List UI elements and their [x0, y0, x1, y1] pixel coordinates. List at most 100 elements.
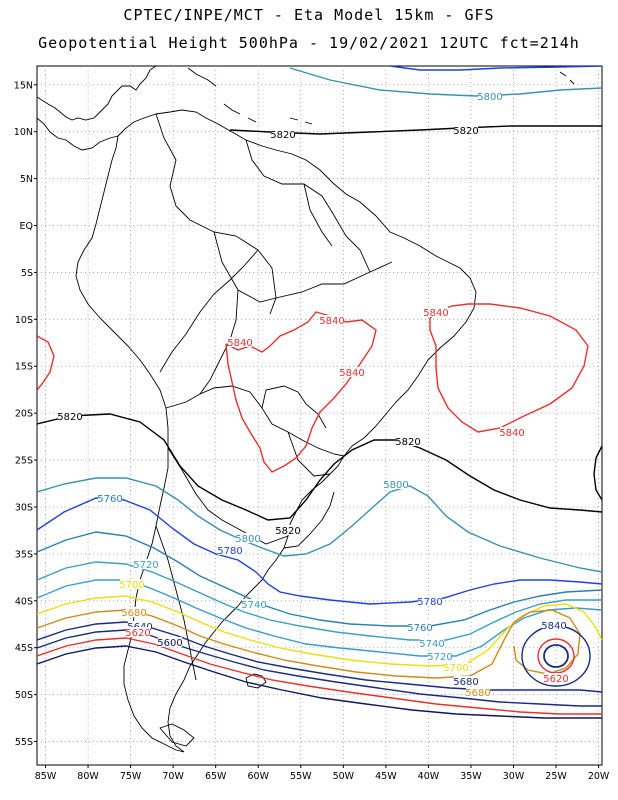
contour-5800-north [289, 67, 602, 97]
contour-label: 5680 [453, 677, 478, 688]
contour-label: 5820 [270, 130, 295, 141]
lon-tick-label: 20W [588, 771, 610, 782]
contour-label-bg [454, 125, 478, 135]
contour-label-bg [158, 637, 182, 647]
panama-outline [37, 117, 119, 151]
low-contour-5600 [543, 644, 569, 668]
contour-label: 5700 [119, 580, 144, 591]
contour-label: 5760 [407, 623, 432, 634]
latitude-labels: 15N 10N 5N EQ 5S 10S 15S 20S 25S 30S 35S 40S 45S 50S 5… [14, 80, 37, 748]
contour-5840-east [429, 303, 589, 433]
contour-label-bg [384, 479, 408, 489]
contour-label-bg [478, 91, 502, 101]
contour-label: 5720 [133, 560, 158, 571]
lon-tick-label: 35W [460, 771, 482, 782]
lat-tick-label: 20S [15, 409, 33, 420]
contour-label-bg [408, 622, 432, 632]
lat-tick-label: 50S [15, 690, 33, 701]
lon-tick-label: 70W [162, 771, 184, 782]
contour-label-bg [122, 607, 146, 617]
lat-tick-label: 40S [15, 596, 33, 607]
contour-label-bg [228, 337, 252, 347]
lat-tick-label: 25S [15, 456, 33, 467]
lon-tick-label: 80W [77, 771, 99, 782]
contour-label: 5840 [541, 621, 566, 632]
contour-label-bg [271, 129, 295, 139]
contour-label: 5620 [125, 628, 150, 639]
contour-5680-orange [37, 609, 581, 679]
contour-label: 5800 [235, 534, 260, 545]
lon-tick-label: 50W [333, 771, 355, 782]
contour-label-bg [134, 559, 158, 569]
lat-tick-label: 45S [15, 643, 33, 654]
lat-tick-label: 15N [14, 80, 33, 91]
contour-5640 [37, 629, 602, 707]
contour-5620 [37, 637, 602, 715]
south-america-outline [75, 109, 477, 753]
country-borders [155, 113, 393, 681]
contour-label: 5800 [383, 480, 408, 491]
lon-tick-label: 25W [545, 771, 567, 782]
lat-tick-label: 5S [21, 268, 33, 279]
lat-tick-label: 35S [15, 549, 33, 560]
contour-labels: 5800 5820 5820 5820 5820 5820 5840 5840 5840 5840… [57, 91, 569, 699]
contour-label: 5780 [417, 597, 442, 608]
contour-label: 5600 [157, 638, 182, 649]
contour-label-bg [500, 427, 524, 437]
contour-label: 5840 [423, 308, 448, 319]
contour-5780-south [37, 497, 602, 605]
contour-label-bg [320, 315, 344, 325]
contour-label-bg [544, 673, 568, 683]
tierra-del-fuego [159, 723, 195, 747]
falkland-islands [245, 673, 267, 689]
contour-5700 [37, 595, 602, 667]
contour-label: 5840 [227, 338, 252, 349]
contour-label: 5820 [395, 437, 420, 448]
lon-tick-label: 55W [290, 771, 312, 782]
contour-label-bg [236, 533, 260, 543]
contour-label-bg [128, 621, 152, 631]
lon-tick-label: 60W [247, 771, 269, 782]
coastlines [37, 66, 575, 753]
contour-label: 5680 [121, 608, 146, 619]
contour-label-bg [444, 662, 468, 672]
contour-label: 5760 [97, 494, 122, 505]
contour-label-bg [424, 307, 448, 317]
central-america-outline [37, 66, 157, 121]
lon-tick-label: 30W [503, 771, 525, 782]
longitude-labels: 85W 80W 75W 70W 65W 60W 55W 50W 45W 40W 35W 30W 25W 2… [35, 765, 610, 782]
caribbean-islands [187, 67, 575, 125]
contour-label-bg [98, 493, 122, 503]
lat-tick-label: 30S [15, 502, 33, 513]
contour-label-bg [396, 436, 420, 446]
contour-5760 [37, 531, 602, 627]
lon-tick-label: 75W [120, 771, 142, 782]
contour-5840-west [37, 335, 55, 391]
lon-tick-label: 45W [375, 771, 397, 782]
plot-frame [36, 65, 603, 766]
lat-tick-label: EQ [20, 221, 33, 232]
contour-label: 5840 [319, 316, 344, 327]
contour-label: 5840 [339, 368, 364, 379]
contour-5800-south [37, 477, 602, 573]
contour-label-bg [340, 367, 364, 377]
contour-label: 5820 [453, 126, 478, 137]
contour-label: 5780 [217, 546, 242, 557]
contour-5780-north [389, 66, 602, 71]
contour-label-bg [126, 627, 150, 637]
contour-label-bg [466, 687, 490, 697]
lat-tick-label: 55S [15, 737, 33, 748]
contour-label-bg [276, 525, 300, 535]
title-line-2: Geopotential Height 500hPa - 19/02/2021 … [38, 34, 580, 52]
contour-label: 5820 [275, 526, 300, 537]
contour-label: 5620 [543, 674, 568, 685]
contour-label-bg [428, 651, 452, 661]
contour-label-bg [418, 596, 442, 606]
lat-tick-label: 10S [15, 315, 33, 326]
contour-label: 5740 [419, 639, 444, 650]
lon-tick-label: 65W [205, 771, 227, 782]
contours [37, 66, 602, 719]
contour-label-bg [120, 579, 144, 589]
lat-tick-label: 15S [15, 362, 33, 373]
